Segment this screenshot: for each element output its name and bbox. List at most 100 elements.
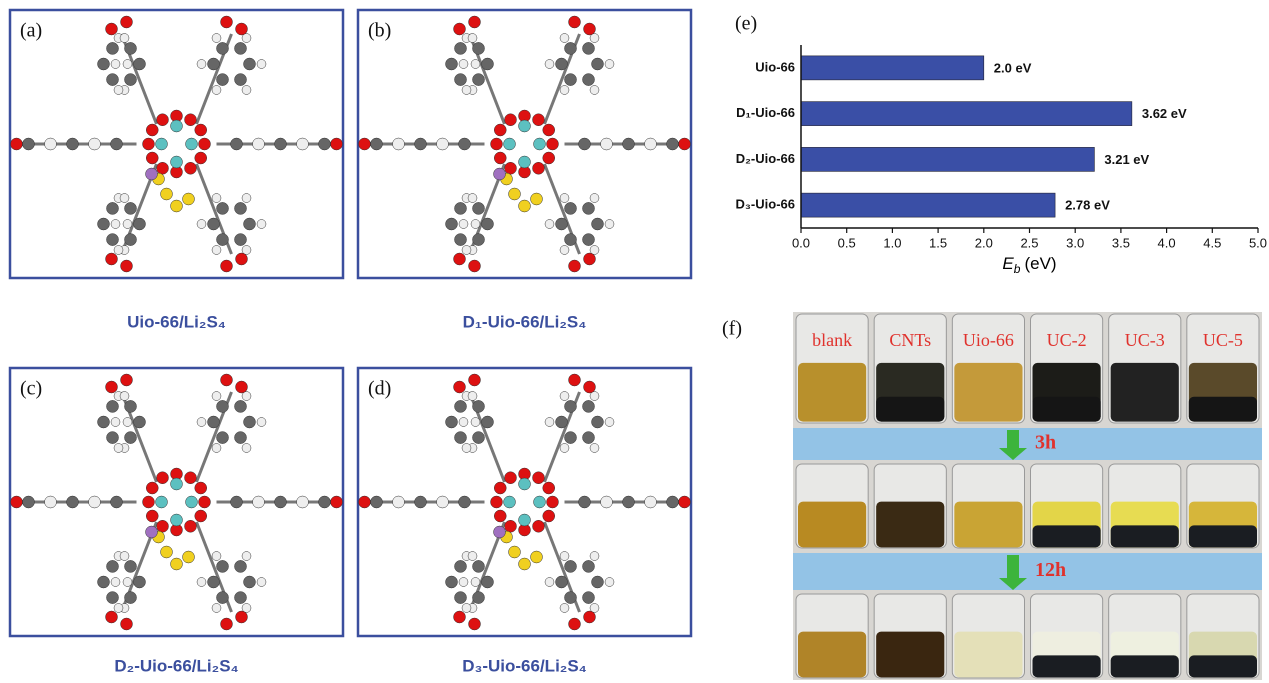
atom xyxy=(22,495,35,509)
atom xyxy=(532,519,545,533)
atom xyxy=(468,259,481,273)
atom xyxy=(504,113,517,127)
atom xyxy=(198,495,211,509)
atom xyxy=(504,519,517,533)
sample-label: UC-5 xyxy=(1203,330,1243,350)
atom xyxy=(113,85,124,95)
atom xyxy=(559,193,570,203)
atom xyxy=(490,137,503,151)
bar xyxy=(800,147,1095,172)
sediment xyxy=(1188,396,1257,422)
panel-caption: D₂-Uio-66/Li₂S₄ xyxy=(114,656,238,675)
atom xyxy=(589,33,600,43)
atom xyxy=(241,391,252,401)
liquid xyxy=(954,362,1023,422)
atom xyxy=(555,575,568,589)
atom xyxy=(122,577,133,587)
atom xyxy=(184,519,197,533)
atom xyxy=(453,252,466,266)
category-label: D₂-Uio-66 xyxy=(736,151,795,166)
atom xyxy=(568,373,581,387)
atom xyxy=(243,415,256,429)
atom xyxy=(589,443,600,453)
atom xyxy=(564,202,577,215)
atom xyxy=(542,509,555,523)
atom xyxy=(600,137,613,151)
atom xyxy=(124,400,137,413)
atom xyxy=(146,509,159,523)
atom xyxy=(106,202,119,215)
atom xyxy=(494,123,507,137)
atom xyxy=(454,431,467,444)
atom xyxy=(216,42,229,55)
atom xyxy=(445,217,458,231)
atom xyxy=(146,123,159,137)
atom xyxy=(583,252,596,266)
atom xyxy=(559,391,570,401)
atom xyxy=(530,192,543,206)
atom xyxy=(211,245,222,255)
atom xyxy=(235,380,248,394)
x-tick-label: 0.5 xyxy=(838,235,856,250)
atom xyxy=(532,113,545,127)
atom xyxy=(481,217,494,231)
photo: (f) blank CNTs Uio-66 UC-2 UC-3 UC-5 3h 12h xyxy=(722,312,1262,680)
atom xyxy=(559,85,570,95)
atom xyxy=(445,57,458,71)
atom xyxy=(234,233,247,246)
x-tick-label: 3.0 xyxy=(1066,235,1084,250)
atom xyxy=(454,42,467,55)
atom xyxy=(120,373,133,387)
atom xyxy=(414,495,427,509)
atom xyxy=(216,560,229,573)
category-label: D₁-Uio-66 xyxy=(736,105,795,120)
sediment xyxy=(1188,655,1257,678)
atom xyxy=(544,219,555,229)
atom xyxy=(392,137,405,151)
atom xyxy=(582,431,595,444)
atom xyxy=(207,575,220,589)
atom xyxy=(105,380,118,394)
atom xyxy=(235,22,248,36)
atom xyxy=(207,217,220,231)
atom xyxy=(467,391,478,401)
atom xyxy=(518,119,531,133)
value-label: 2.0 eV xyxy=(994,60,1032,75)
x-tick-label: 4.0 xyxy=(1158,235,1176,250)
atom xyxy=(241,443,252,453)
atom xyxy=(133,575,146,589)
atom xyxy=(252,137,265,151)
atom xyxy=(461,85,472,95)
atom xyxy=(622,137,635,151)
panel-label: (b) xyxy=(368,20,391,42)
atom xyxy=(458,577,469,587)
atom xyxy=(155,137,168,151)
atom xyxy=(542,123,555,137)
atom xyxy=(472,591,485,604)
atom xyxy=(110,59,121,69)
atom xyxy=(156,519,169,533)
atom xyxy=(256,219,267,229)
sample-label: blank xyxy=(812,330,852,350)
molecule xyxy=(10,373,343,631)
liquid xyxy=(798,501,867,548)
atom xyxy=(568,617,581,631)
atom xyxy=(170,513,183,527)
atom xyxy=(230,495,243,509)
atom xyxy=(568,259,581,273)
atom xyxy=(211,33,222,43)
atom xyxy=(156,161,169,175)
liquid xyxy=(1110,362,1179,422)
atom xyxy=(555,57,568,71)
atom xyxy=(470,59,481,69)
atom xyxy=(170,477,183,491)
atom xyxy=(370,495,383,509)
atom xyxy=(472,73,485,86)
atom xyxy=(184,113,197,127)
atom xyxy=(106,233,119,246)
value-label: 3.62 eV xyxy=(1142,106,1187,121)
atom xyxy=(88,495,101,509)
atom xyxy=(160,545,173,559)
atom xyxy=(644,137,657,151)
atom xyxy=(555,415,568,429)
